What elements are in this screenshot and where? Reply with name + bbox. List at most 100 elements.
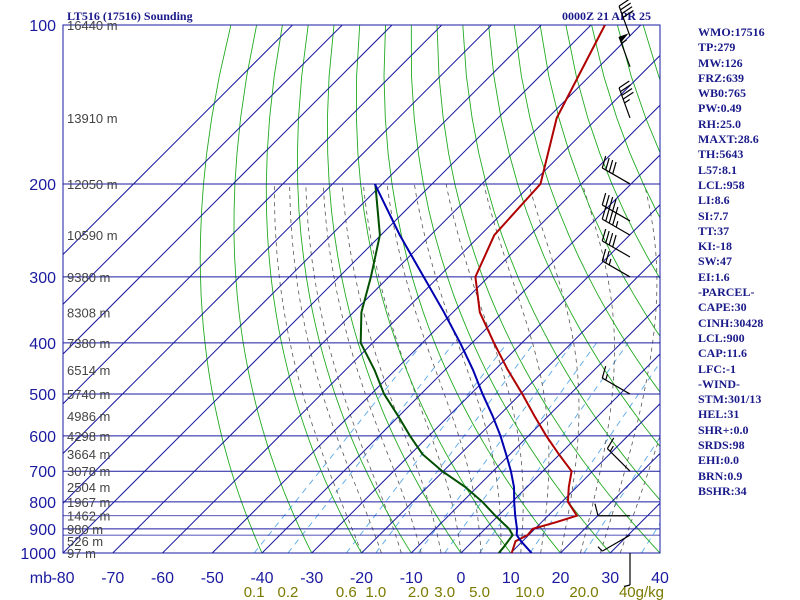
dry-adiabat-line xyxy=(462,25,660,501)
wind-barb-flag xyxy=(605,209,610,222)
pressure-label: 700 xyxy=(29,464,56,481)
index-item: LFC:-1 xyxy=(698,361,736,376)
height-label: 4298 m xyxy=(67,429,110,444)
wind-barb-half-flag xyxy=(624,98,630,104)
wind-barb-half-flag xyxy=(615,206,619,214)
pressure-label: 500 xyxy=(29,387,56,404)
wind-barb-half-flag xyxy=(597,546,603,552)
index-item: STM:301/13 xyxy=(698,392,762,407)
index-item: LCL:958 xyxy=(698,177,745,192)
wind-barb-half-flag xyxy=(623,584,631,588)
temp-tick-label: 30 xyxy=(601,570,619,587)
height-label: 1967 m xyxy=(67,495,110,510)
height-label: 526 m xyxy=(67,534,103,549)
index-item: FRZ:639 xyxy=(698,70,744,85)
wind-barb-flag xyxy=(612,213,617,226)
dry-adiabat-line xyxy=(199,25,263,553)
wind-barb-flag xyxy=(608,196,614,210)
pressure-label: 600 xyxy=(29,429,56,446)
wind-barb xyxy=(601,365,631,395)
index-item: CAPE:30 xyxy=(698,300,747,315)
temp-tick-label: -60 xyxy=(151,570,174,587)
pressure-label: 800 xyxy=(29,495,56,512)
index-item: SHR+:0.0 xyxy=(698,422,749,437)
wind-barb-flag xyxy=(606,437,615,449)
index-item: EI:1.6 xyxy=(698,269,730,284)
dry-adiabat-line xyxy=(591,25,660,219)
wind-barb-flag xyxy=(601,155,607,169)
index-item: SRDS:98 xyxy=(698,438,745,453)
wind-barb-flag xyxy=(601,228,607,242)
mixing-ratio-label: 0.1 xyxy=(244,584,265,600)
wind-barb-staff xyxy=(601,167,631,185)
mixing-ratio-label: 20.0 xyxy=(569,584,598,600)
dewpoint-profile xyxy=(359,183,514,553)
isotherm-line xyxy=(63,25,343,305)
profiles xyxy=(359,25,606,553)
isotherm-line xyxy=(311,204,660,553)
height-label: 1462 m xyxy=(67,509,110,524)
wind-barb-staff xyxy=(606,448,631,472)
mixing-ratio-line xyxy=(479,342,629,553)
isotherm-line xyxy=(410,303,660,553)
wind-barb-flag xyxy=(605,194,610,208)
wind-barb-staff xyxy=(601,377,631,395)
wind-barb-staff xyxy=(601,204,631,222)
wind-barb-staff xyxy=(601,534,631,552)
wind-barb-flag xyxy=(612,198,617,212)
wind-barb-flag xyxy=(608,211,614,224)
stability-indices: WMO:17516 TP:279 MW:126 FRZ:639 WB0:765 PW:0.… xyxy=(698,25,765,499)
temp-tick-label: -10 xyxy=(400,570,423,587)
height-label: 4986 m xyxy=(67,409,110,424)
moist-adiabat-line xyxy=(386,183,482,553)
wind-barb-flag xyxy=(622,91,634,100)
mixing-ratio-label: 0.6 xyxy=(336,584,357,600)
mixing-ratio-line xyxy=(287,342,455,553)
height-label: 5740 m xyxy=(67,387,110,402)
index-item: -WIND- xyxy=(698,376,740,391)
valid-time: 0000Z 21 APR 25 xyxy=(562,9,652,23)
wind-barb-flag xyxy=(601,248,607,262)
moist-adiabat-line xyxy=(599,183,658,553)
mixing-ratio-label: 2.0 xyxy=(408,584,429,600)
wind-barb xyxy=(601,228,631,258)
temp-tick-label: 20 xyxy=(552,570,570,587)
index-item: EHI:0.0 xyxy=(698,453,740,468)
index-item: TP:279 xyxy=(698,40,736,55)
mixing-ratio-label: 3.0 xyxy=(434,584,455,600)
mixing-ratio-line xyxy=(345,342,508,553)
index-item: LCL:900 xyxy=(698,330,745,345)
isotherm-line xyxy=(63,25,592,553)
index-item: BSHR:34 xyxy=(698,483,747,498)
dry-adiabat-line xyxy=(296,25,412,553)
height-label: 16440 m xyxy=(67,18,118,33)
temp-tick-label: 0 xyxy=(457,570,466,587)
wind-barb-flag xyxy=(612,234,617,248)
wind-barb-half-flag xyxy=(605,373,609,381)
wind-barb xyxy=(601,207,631,236)
moist-adiabat-line xyxy=(273,183,362,553)
height-label: 2504 m xyxy=(67,480,110,495)
height-label: 7380 m xyxy=(67,336,110,351)
mixing-ratio-label: 1.0 xyxy=(365,584,386,600)
isotherm-line xyxy=(361,253,660,553)
mixing-ratio-label: 10.0 xyxy=(515,584,544,600)
wind-barb xyxy=(601,248,631,278)
isotherm-line xyxy=(261,154,660,553)
mixing-ratio-label: 0.2 xyxy=(278,584,299,600)
height-label: 9380 m xyxy=(67,270,110,285)
height-label: 3664 m xyxy=(67,447,110,462)
index-item: L57:8.1 xyxy=(698,162,737,177)
index-item: WMO:17516 xyxy=(698,25,765,39)
index-item: MW:126 xyxy=(698,55,743,70)
wind-barb-staff xyxy=(601,260,631,278)
wind-barb-half-flag xyxy=(608,258,612,266)
pressure-label: 200 xyxy=(29,177,56,194)
dry-adiabat-line xyxy=(539,25,660,338)
temp-tick-label: -80 xyxy=(51,570,74,587)
index-item: RH:25.0 xyxy=(698,116,741,131)
wind-barb xyxy=(606,437,631,472)
wind-barb xyxy=(601,155,631,185)
dry-adiabat-line xyxy=(265,25,362,553)
height-label: 97 m xyxy=(67,546,96,561)
